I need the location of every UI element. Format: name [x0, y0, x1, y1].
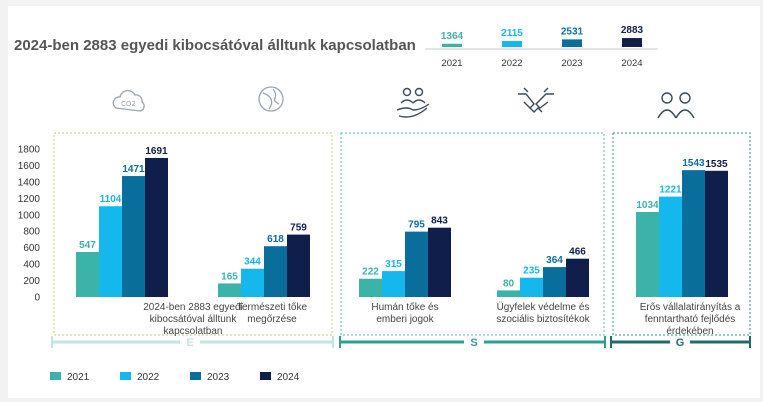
legend-label-2022: 2022: [137, 372, 160, 383]
bar-value-label: 235: [523, 266, 540, 277]
inset-year-label: 2022: [501, 58, 522, 69]
bar-value-label: 1471: [122, 164, 145, 175]
bar-2021-cat-4: [636, 212, 659, 297]
y-tick-label: 200: [23, 276, 40, 287]
bar-value-label: 843: [431, 216, 448, 227]
inset-value-label: 2883: [621, 25, 644, 36]
bar-value-label: 344: [244, 257, 261, 268]
bar-2024-cat-4: [705, 171, 728, 297]
y-tick-label: 1000: [18, 210, 41, 221]
bar-2021-cat-1: [218, 283, 241, 297]
bar-value-label: 1034: [636, 200, 659, 211]
legend-label-2023: 2023: [207, 372, 230, 383]
bar-2022-cat-0: [99, 206, 122, 297]
inset-value-label: 1364: [441, 31, 464, 42]
bar-value-label: 759: [290, 223, 307, 234]
y-tick-label: 400: [23, 260, 40, 271]
legend-label-2021: 2021: [67, 372, 90, 383]
legend-swatch-2023: [190, 372, 201, 380]
chart-title: 2024-ben 2883 egyedi kibocsátóval álltun…: [14, 37, 416, 54]
bar-2022-cat-4: [659, 197, 682, 297]
bar-value-label: 547: [79, 240, 96, 251]
bar-2024-cat-1: [287, 235, 310, 297]
bar-value-label: 1543: [682, 158, 705, 169]
inset-bar-2021: [442, 44, 462, 47]
y-tick-label: 0: [34, 293, 40, 304]
bar-2021-cat-2: [359, 279, 382, 297]
inset-year-label: 2023: [561, 58, 582, 69]
bar-2023-cat-1: [264, 246, 287, 297]
bar-value-label: 1221: [659, 185, 682, 196]
bar-value-label: 364: [546, 255, 563, 266]
bar-2023-cat-4: [682, 170, 705, 297]
legend-swatch-2024: [260, 372, 271, 380]
inset-year-label: 2021: [441, 58, 462, 69]
band-label-S: S: [470, 337, 477, 349]
inset-bar-2024: [622, 38, 642, 47]
y-tick-label: 1200: [18, 194, 41, 205]
bar-2024-cat-2: [428, 228, 451, 297]
y-tick-label: 1800: [18, 145, 41, 156]
band-label-G: G: [676, 337, 685, 349]
bar-value-label: 1691: [145, 146, 168, 157]
bar-2024-cat-3: [566, 259, 589, 297]
legend-swatch-2021: [50, 372, 61, 380]
bar-value-label: 222: [362, 267, 379, 278]
bar-2023-cat-2: [405, 232, 428, 297]
inset-value-label: 2531: [561, 26, 584, 37]
bar-2023-cat-3: [543, 267, 566, 297]
bar-value-label: 1535: [705, 159, 728, 170]
inset-bar-2022: [502, 41, 522, 47]
y-tick-label: 1600: [18, 161, 41, 172]
bar-2023-cat-0: [122, 176, 145, 297]
bar-value-label: 315: [385, 259, 402, 270]
bar-value-label: 466: [569, 247, 586, 258]
legend-label-2024: 2024: [277, 372, 300, 383]
y-tick-label: 600: [23, 243, 40, 254]
svg-text:CO2: CO2: [121, 100, 136, 108]
inset-year-label: 2024: [621, 58, 642, 69]
bar-value-label: 618: [267, 234, 284, 245]
y-tick-label: 1400: [18, 177, 41, 188]
inset-bar-2023: [562, 39, 582, 47]
bar-value-label: 1104: [100, 194, 122, 205]
y-tick-label: 800: [23, 227, 40, 238]
bar-value-label: 165: [221, 271, 238, 282]
category-label-2: Humán tőke és emberi jogok: [371, 302, 438, 325]
bar-value-label: 80: [503, 278, 515, 289]
bar-value-label: 795: [408, 220, 425, 231]
bar-2021-cat-3: [497, 290, 520, 297]
bar-2021-cat-0: [76, 252, 99, 297]
inset-value-label: 2115: [501, 28, 523, 39]
legend-swatch-2022: [120, 372, 131, 380]
bar-2022-cat-3: [520, 278, 543, 297]
bar-2022-cat-1: [241, 269, 264, 297]
band-label-E: E: [186, 337, 193, 349]
bar-2024-cat-0: [145, 158, 168, 297]
bar-2022-cat-2: [382, 271, 405, 297]
